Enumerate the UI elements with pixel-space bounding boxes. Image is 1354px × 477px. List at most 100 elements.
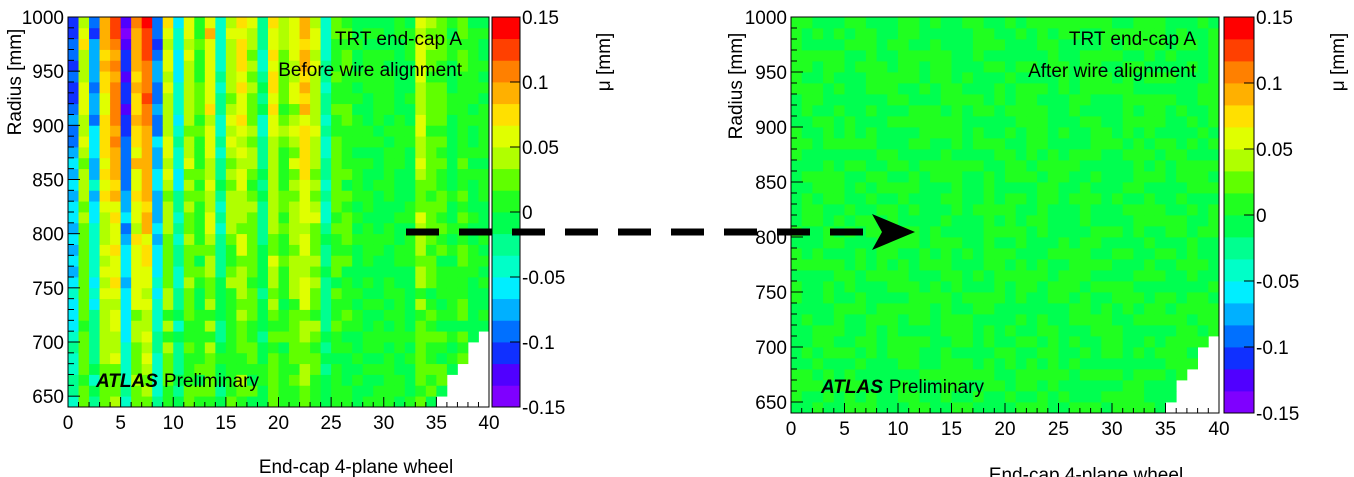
heatmap-cell	[1101, 182, 1113, 194]
heatmap-cell	[331, 147, 343, 159]
heatmap-cell	[833, 336, 845, 348]
heatmap-cell	[1165, 17, 1177, 29]
heatmap-cell	[131, 179, 143, 191]
heatmap-cell	[1069, 193, 1081, 205]
heatmap-cell	[1058, 61, 1070, 73]
heatmap-cell	[215, 277, 227, 289]
heatmap-cell	[278, 17, 290, 29]
heatmap-cell	[1101, 248, 1113, 260]
heatmap-cell	[299, 222, 311, 235]
heatmap-cell	[1058, 50, 1070, 62]
heatmap-cell	[131, 190, 143, 202]
heatmap-cell	[246, 222, 258, 235]
heatmap-cell	[78, 190, 90, 202]
heatmap-cell	[972, 50, 984, 62]
heatmap-cell	[898, 105, 910, 117]
heatmap-cell	[436, 309, 448, 321]
heatmap-cell	[1026, 303, 1038, 315]
heatmap-cell	[68, 103, 79, 115]
heatmap-cell	[457, 168, 469, 180]
heatmap-cell	[1058, 303, 1070, 315]
heatmap-cell	[225, 396, 237, 408]
heatmap-cell	[383, 385, 395, 397]
heatmap-cell	[1101, 39, 1113, 51]
heatmap-cell	[467, 190, 479, 202]
heatmap-cell	[415, 168, 427, 180]
heatmap-cell	[68, 309, 79, 321]
heatmap-cell	[236, 38, 248, 50]
heatmap-cell	[940, 72, 952, 84]
heatmap-cell	[908, 116, 920, 128]
heatmap-cell	[962, 39, 974, 51]
heatmap-cell	[791, 402, 803, 414]
heatmap-cell	[362, 298, 374, 310]
heatmap-cell	[78, 320, 90, 332]
heatmap-cell	[299, 125, 311, 137]
axis-ticks-before: 0 5 10 15 20 25 30 35 40650700750800850900950100…	[22, 8, 500, 434]
heatmap-cell	[289, 92, 300, 105]
heatmap-cell	[362, 190, 374, 202]
heatmap-cell	[1037, 50, 1049, 62]
heatmap-cell	[812, 380, 824, 392]
heatmap-cell	[467, 103, 479, 115]
heatmap-cell	[68, 320, 79, 332]
heatmap-cell	[887, 336, 899, 348]
heatmap-cell	[225, 82, 237, 94]
heatmap-cell	[383, 157, 395, 170]
heatmap-cell	[425, 147, 437, 159]
heatmap-cell	[267, 190, 279, 202]
heatmap-cell	[1079, 39, 1091, 51]
heatmap-cell	[972, 182, 984, 194]
heatmap-cell	[289, 136, 300, 148]
heatmap-cell	[919, 193, 931, 205]
heatmap-cell	[152, 49, 164, 61]
heatmap-cell	[823, 281, 835, 293]
heatmap-cell	[120, 114, 132, 126]
heatmap-cell	[1026, 83, 1038, 95]
heatmap-cell	[152, 147, 164, 159]
heatmap-cell	[1101, 193, 1113, 205]
heatmap-cell	[152, 92, 164, 105]
heatmap-cell	[89, 233, 100, 245]
heatmap-cell	[257, 396, 269, 408]
heatmap-cells-before	[68, 17, 490, 408]
heatmap-cell	[215, 352, 227, 365]
heatmap-cell	[331, 244, 343, 256]
heatmap-cell	[278, 222, 290, 235]
heatmap-cell	[99, 396, 111, 408]
heatmap-cell	[812, 116, 824, 128]
heatmap-cell	[99, 103, 111, 115]
heatmap-cell	[246, 92, 258, 105]
heatmap-cell	[887, 138, 899, 150]
heatmap-cell	[215, 17, 227, 29]
heatmap-cell	[887, 391, 899, 403]
heatmap-cell	[1069, 50, 1081, 62]
heatmap-cell	[120, 92, 132, 105]
heatmap-cell	[940, 215, 952, 227]
heatmap-cell	[908, 336, 920, 348]
heatmap-cell	[299, 309, 311, 321]
heatmap-cell	[246, 179, 258, 191]
heatmap-cell	[299, 136, 311, 148]
heatmap-cell	[1122, 138, 1134, 150]
heatmap-cell	[215, 82, 227, 94]
heatmap-cell	[1154, 391, 1166, 403]
heatmap-cell	[467, 331, 479, 343]
heatmap-cell	[204, 103, 216, 115]
heatmap-cell	[362, 222, 374, 235]
heatmap-cell	[930, 270, 942, 282]
heatmap-cell	[972, 369, 984, 381]
heatmap-cell	[876, 292, 888, 304]
heatmap-cell	[887, 127, 899, 139]
heatmap-cell	[425, 60, 437, 72]
heatmap-cell	[1165, 336, 1177, 348]
heatmap-cell	[940, 369, 952, 381]
heatmap-cell	[919, 281, 931, 293]
heatmap-cell	[1197, 281, 1209, 293]
heatmap-cell	[855, 193, 867, 205]
annotation-subtitle-after: After wire alignment	[1028, 61, 1197, 82]
heatmap-cell	[299, 277, 311, 289]
heatmap-cell	[1197, 149, 1209, 161]
heatmap-cell	[120, 266, 132, 278]
heatmap-cell	[204, 168, 216, 180]
